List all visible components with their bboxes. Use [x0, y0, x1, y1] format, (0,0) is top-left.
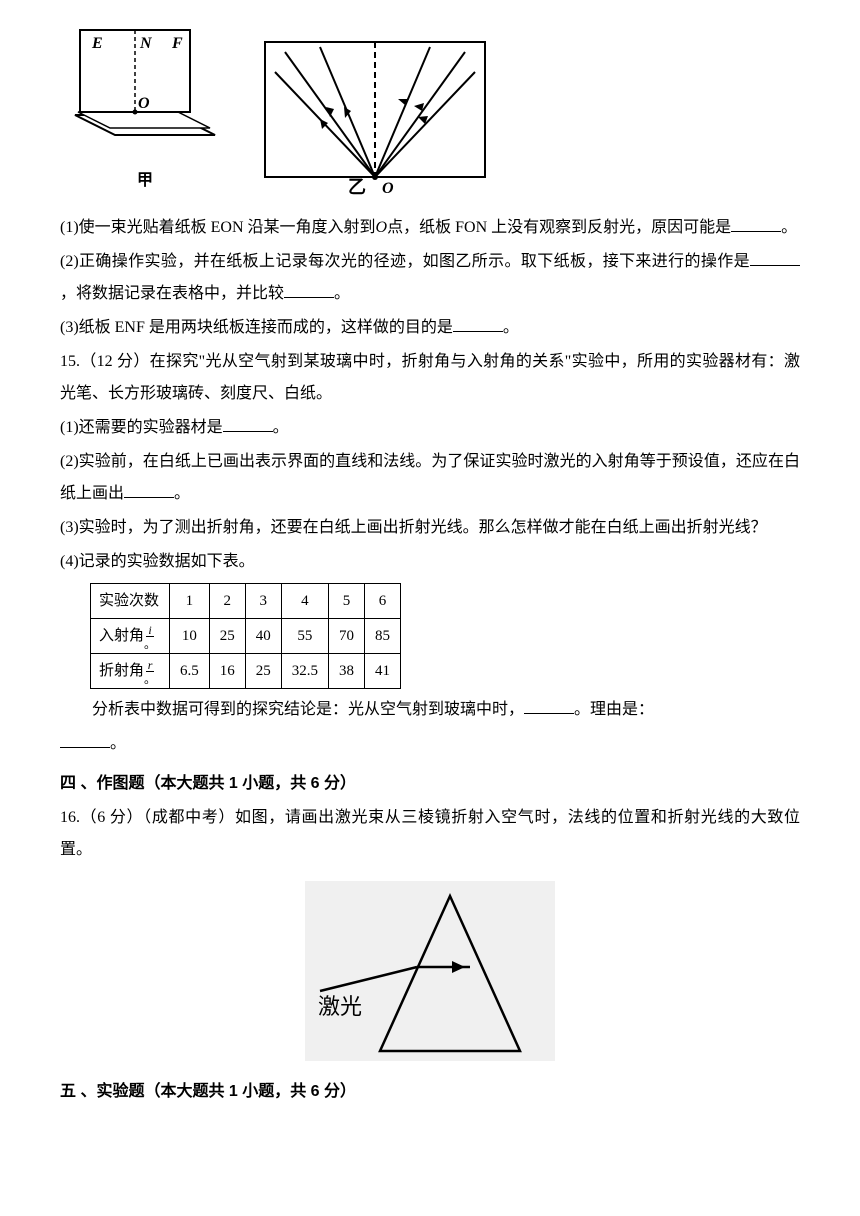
- frac-icon: i。: [144, 624, 156, 650]
- table-cell: 25: [245, 654, 281, 689]
- figure-jia-caption: 甲: [137, 165, 153, 197]
- q14-p1-d: 。: [781, 219, 797, 236]
- q14-p3: (3)纸板 ENF 是用两块纸板连接而成的，这样做的目的是 。: [60, 312, 800, 344]
- figure-yi: O 乙: [260, 37, 490, 197]
- blank: [524, 698, 574, 714]
- q15-p3: (3)实验时，为了测出折射角，还要在白纸上画出折射光线。那么怎样做才能在白纸上画…: [60, 512, 800, 544]
- label-text: 折射角: [99, 663, 144, 679]
- table-cell: 5: [329, 584, 365, 619]
- svg-text:F: F: [171, 35, 183, 52]
- table-cell: 70: [329, 619, 365, 654]
- q15-p1: (1)还需要的实验器材是 。: [60, 412, 800, 444]
- table-cell: 6: [365, 584, 401, 619]
- blank: [731, 216, 781, 232]
- blank: [60, 732, 110, 748]
- q15-p1-b: 。: [273, 419, 289, 436]
- svg-text:E: E: [91, 35, 103, 52]
- svg-text:激光: 激光: [318, 994, 362, 1019]
- frac-num: i: [146, 624, 153, 637]
- q14-p1: (1)使一束光贴着纸板 EON 沿某一角度入射到O点，纸板 FON 上没有观察到…: [60, 212, 800, 244]
- data-table: 实验次数 1 2 3 4 5 6 入射角i。 10 25 40 55 70 85…: [90, 583, 401, 689]
- q16-text: 16.（6 分）（成都中考）如图，请画出激光束从三棱镜折射入空气时，法线的位置和…: [60, 809, 800, 858]
- svg-text:N: N: [139, 35, 153, 52]
- table-cell: 10: [170, 619, 210, 654]
- section5-header: 五 、实验题（本大题共 1 小题，共 6 分）: [60, 1076, 800, 1108]
- q14-p1-O: O: [376, 219, 388, 236]
- q14-p2-c: 。: [334, 285, 350, 302]
- row-header: 实验次数: [91, 584, 170, 619]
- blank: [284, 282, 334, 298]
- table-cell: 3: [245, 584, 281, 619]
- table-cell: 38: [329, 654, 365, 689]
- q15-p1-a: (1)还需要的实验器材是: [60, 419, 223, 436]
- table-cell: 85: [365, 619, 401, 654]
- table-cell: 16: [209, 654, 245, 689]
- table-cell: 55: [281, 619, 328, 654]
- q15-conclusion-line2: 。: [60, 728, 800, 760]
- figure-jia-svg: E N F O: [60, 20, 230, 160]
- table-cell: 1: [170, 584, 210, 619]
- q15-p2-b: 。: [174, 485, 190, 502]
- row-header: 入射角i。: [91, 619, 170, 654]
- q14-p3-b: 。: [503, 319, 519, 336]
- svg-text:O: O: [382, 180, 394, 197]
- q16: 16.（6 分）（成都中考）如图，请画出激光束从三棱镜折射入空气时，法线的位置和…: [60, 802, 800, 866]
- table-cell: 6.5: [170, 654, 210, 689]
- q15-intro: 15.（12 分）在探究"光从空气射到某玻璃中时，折射角与入射角的关系"实验中，…: [60, 346, 800, 410]
- q14-p2-b: ，将数据记录在表格中，并比较: [60, 285, 284, 302]
- frac-den: 。: [144, 637, 156, 650]
- table-row: 折射角r。 6.5 16 25 32.5 38 41: [91, 654, 401, 689]
- q14-p2-a: (2)正确操作实验，并在纸板上记录每次光的径迹，如图乙所示。取下纸板，接下来进行…: [60, 253, 750, 270]
- prism-svg: 激光: [290, 876, 570, 1066]
- q14-p2: (2)正确操作实验，并在纸板上记录每次光的径迹，如图乙所示。取下纸板，接下来进行…: [60, 246, 800, 310]
- q15-conclusion: 分析表中数据可得到的探究结论是：光从空气射到玻璃中时， 。理由是：: [60, 694, 800, 726]
- figure-jia: E N F O 甲: [60, 20, 230, 197]
- q14-p3-a: (3)纸板 ENF 是用两块纸板连接而成的，这样做的目的是: [60, 319, 453, 336]
- frac-den: 。: [144, 672, 156, 685]
- table-cell: 25: [209, 619, 245, 654]
- q15-p2: (2)实验前，在白纸上已画出表示界面的直线和法线。为了保证实验时激光的入射角等于…: [60, 446, 800, 510]
- q15-conclusion-c: 。: [110, 735, 126, 752]
- table-row: 实验次数 1 2 3 4 5 6: [91, 584, 401, 619]
- table-cell: 41: [365, 654, 401, 689]
- blank: [453, 316, 503, 332]
- q15-p4: (4)记录的实验数据如下表。: [60, 546, 800, 578]
- frac-icon: r。: [144, 659, 156, 685]
- q15-conclusion-b: 。理由是：: [574, 701, 654, 718]
- table-cell: 2: [209, 584, 245, 619]
- q14-p1-a: (1)使一束光贴着纸板 EON 沿某一角度入射到: [60, 219, 376, 236]
- svg-text:乙: 乙: [348, 177, 366, 197]
- q14-p1-c: 点，纸板 FON 上没有观察到反射光，原因可能是: [387, 219, 731, 236]
- figure-row: E N F O 甲: [60, 20, 800, 197]
- prism-figure: 激光: [60, 876, 800, 1066]
- figure-yi-svg: O 乙: [260, 37, 490, 197]
- q15-conclusion-a: 分析表中数据可得到的探究结论是：光从空气射到玻璃中时，: [92, 701, 524, 718]
- blank: [223, 416, 273, 432]
- svg-text:O: O: [138, 95, 150, 112]
- frac-num: r: [146, 659, 155, 672]
- blank: [750, 250, 800, 266]
- table-cell: 40: [245, 619, 281, 654]
- table-cell: 32.5: [281, 654, 328, 689]
- label-text: 入射角: [99, 628, 144, 644]
- row-header: 折射角r。: [91, 654, 170, 689]
- table-row: 入射角i。 10 25 40 55 70 85: [91, 619, 401, 654]
- table-cell: 4: [281, 584, 328, 619]
- blank: [124, 482, 174, 498]
- section4-header: 四 、作图题（本大题共 1 小题，共 6 分）: [60, 768, 800, 800]
